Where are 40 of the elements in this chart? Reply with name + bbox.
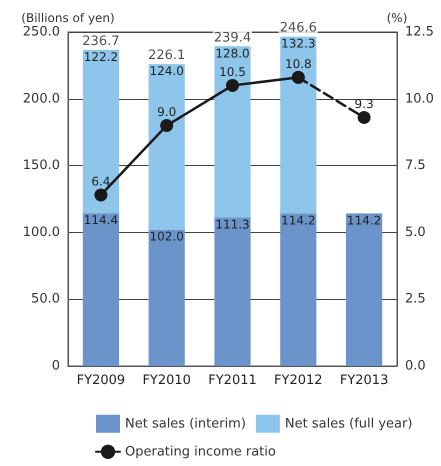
data-label: 9.0 <box>157 105 176 120</box>
x-tick-label: FY2011 <box>208 373 257 388</box>
legend-label: Operating income ratio <box>125 444 276 460</box>
total-label: 239.4 <box>214 30 252 46</box>
data-label: 122.2 <box>84 50 118 64</box>
data-label: 111.3 <box>215 217 250 232</box>
data-label: 9.3 <box>354 97 374 112</box>
y2-axis-title: (%) <box>386 11 408 25</box>
data-label: 124.0 <box>150 64 184 78</box>
data-label: 114.2 <box>281 213 316 228</box>
total-label: 226.1 <box>148 48 186 64</box>
data-label: 132.3 <box>281 36 316 51</box>
data-label: 10.8 <box>284 56 312 71</box>
y-axis-title: (Billions of yen) <box>21 11 115 25</box>
y2-tick-label: 7.5 <box>405 158 426 174</box>
y-tick-label: 250.0 <box>22 24 60 40</box>
x-tick-label: FY2010 <box>142 373 191 388</box>
x-tick-label: FY2013 <box>340 373 388 388</box>
y2-tick-label: 2.5 <box>405 292 426 307</box>
y-tick-label: 200.0 <box>22 91 60 106</box>
data-label: 102.0 <box>150 230 184 244</box>
data-label: 6.4 <box>91 174 110 188</box>
y-tick-label: 50.0 <box>31 292 60 307</box>
y-tick-label: 0 <box>52 358 60 374</box>
legend-label: Net sales (interim) <box>125 416 246 432</box>
y-tick-label: 100.0 <box>22 224 60 240</box>
total-label: 246.6 <box>280 20 317 36</box>
data-label: 114.4 <box>84 213 118 228</box>
data-label: 114.2 <box>346 213 382 228</box>
legend-label: Net sales (full year) <box>284 416 412 432</box>
y2-tick-label: 12.5 <box>405 24 434 40</box>
data-label: 128.0 <box>215 46 250 60</box>
x-tick-label: FY2009 <box>76 373 126 388</box>
y-tick-label: 150.0 <box>22 158 60 174</box>
total-label: 236.7 <box>82 34 120 49</box>
y2-tick-label: 0.0 <box>405 358 426 374</box>
data-label: 10.5 <box>219 64 246 79</box>
x-tick-label: FY2012 <box>274 373 323 388</box>
y2-tick-label: 5.0 <box>405 224 426 240</box>
y2-tick-label: 10.0 <box>405 91 434 106</box>
